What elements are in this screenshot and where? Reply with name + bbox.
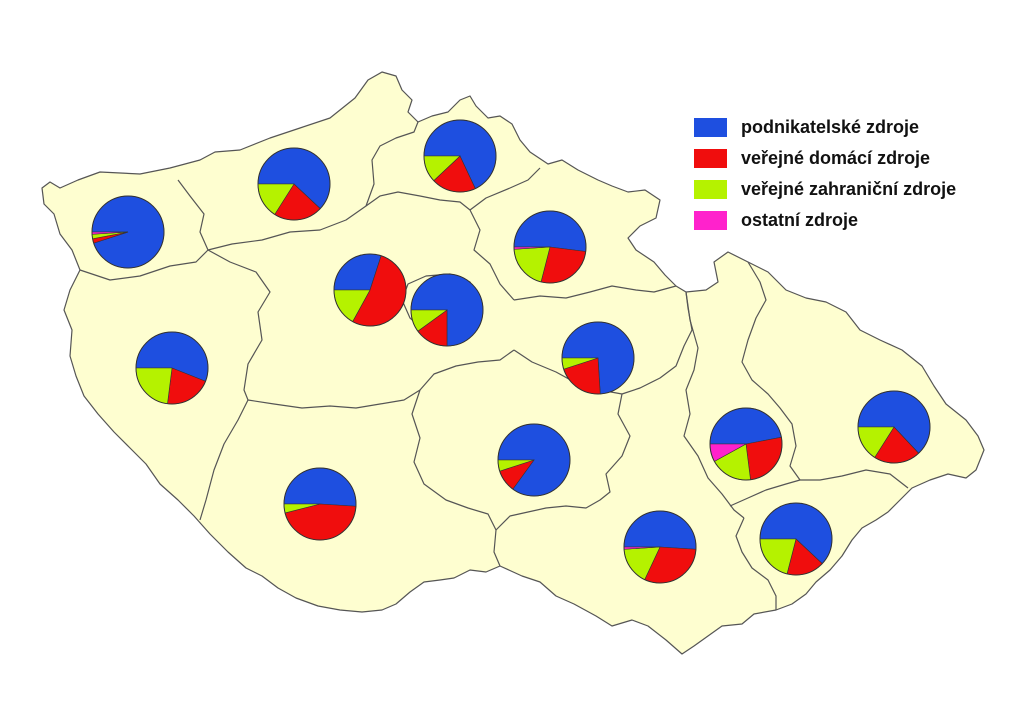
legend-label-business: podnikatelské zdroje <box>741 117 920 137</box>
border-jihomoravsky-zlinsky <box>729 469 909 507</box>
pie-vysocina <box>497 423 571 497</box>
legend-swatch-public-foreign <box>694 180 727 199</box>
pie-outline-ustecky <box>257 147 331 221</box>
border-karlovarsky <box>79 179 209 281</box>
pie-outline-karlovarsky <box>91 195 165 269</box>
border-liberecky <box>365 121 419 207</box>
legend-label-public-domestic: veřejné domácí zdroje <box>741 148 931 168</box>
region-borders <box>79 121 909 610</box>
region-shapes <box>41 71 985 655</box>
border-kralovehradecky-south <box>513 285 677 301</box>
legend-swatch-business <box>694 118 727 137</box>
pie-pardubicky <box>561 321 635 395</box>
border-vysocina-east <box>495 393 631 531</box>
pie-outline-vysocina <box>497 423 571 497</box>
legend: podnikatelské zdroje veřejné domácí zdro… <box>694 112 956 236</box>
country-shape <box>41 71 985 655</box>
legend-swatch-other <box>694 211 727 230</box>
legend-item-other: ostatní zdroje <box>694 205 956 236</box>
border-plzensky-south <box>199 399 249 521</box>
pie-outline-jihocesky <box>283 467 357 541</box>
legend-item-business: podnikatelské zdroje <box>694 112 956 143</box>
pie-jihocesky <box>283 467 357 541</box>
legend-swatch-public-domestic <box>694 149 727 168</box>
pie-stredocesky <box>333 253 407 327</box>
legend-label-public-foreign: veřejné zahraniční zdroje <box>741 179 957 199</box>
pie-outline-zlinsky <box>759 502 833 576</box>
border-kralovehradecky-north <box>469 167 541 211</box>
border-olomoucky-east <box>741 261 801 481</box>
pie-outline-olomoucky <box>709 407 783 481</box>
border-jihomoravsky-south <box>735 517 777 610</box>
pie-karlovarsky <box>91 195 165 269</box>
pie-outline-liberecky <box>423 119 497 193</box>
legend-item-public-domestic: veřejné domácí zdroje <box>694 143 956 174</box>
pie-liberecky <box>423 119 497 193</box>
legend-item-public-foreign: veřejné zahraniční zdroje <box>694 174 956 205</box>
pie-kralovehradecky <box>513 210 587 284</box>
pie-outline-kralovehradecky <box>513 210 587 284</box>
border-pardubicky-vysocina <box>513 291 693 395</box>
pie-outline-stredocesky <box>333 253 407 327</box>
pie-outline-praha <box>410 273 484 347</box>
border-stredocesky-south <box>247 349 515 409</box>
pie-outline-plzensky <box>135 331 209 405</box>
legend-label-other: ostatní zdroje <box>741 210 859 230</box>
pie-olomoucky <box>709 407 783 481</box>
border-olomoucky <box>683 291 745 519</box>
pie-moravskoslezsky <box>857 390 931 464</box>
pie-plzensky <box>135 331 209 405</box>
border-kralovehradecky-west <box>469 209 515 301</box>
pie-outline-moravskoslezsky <box>857 390 931 464</box>
border-vysocina-jihocesky <box>411 389 501 567</box>
pie-outline-jihomoravsky <box>623 510 697 584</box>
border-plzensky-east <box>207 249 271 401</box>
pie-outline-pardubicky <box>561 321 635 395</box>
pie-ustecky <box>257 147 331 221</box>
pie-praha <box>410 273 484 347</box>
pie-jihomoravsky <box>623 510 697 584</box>
pie-charts <box>91 119 931 584</box>
pie-zlinsky <box>759 502 833 576</box>
